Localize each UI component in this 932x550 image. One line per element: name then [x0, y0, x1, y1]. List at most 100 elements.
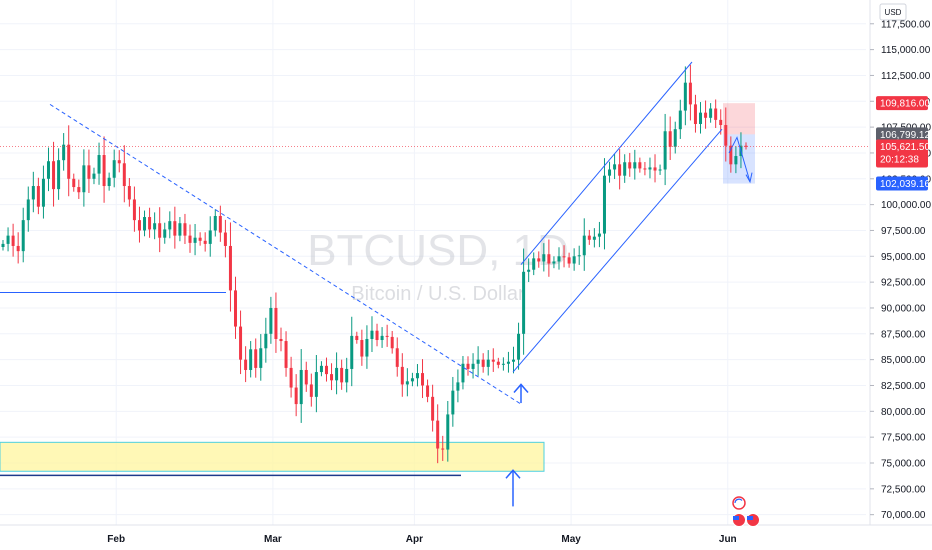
y-tick-label: 82,500.00	[881, 381, 926, 392]
candle	[517, 322, 521, 370]
price-axis[interactable]: USD 117,500.00115,000.00112,500.00110,00…	[869, 0, 931, 525]
candle	[92, 167, 96, 185]
candle	[491, 348, 495, 372]
candle	[400, 353, 404, 397]
candle	[436, 404, 440, 464]
candle	[26, 186, 30, 232]
y-tick-label: 115,000.00	[881, 45, 931, 56]
candle	[355, 331, 359, 344]
candle	[724, 107, 728, 162]
projection-path[interactable]	[728, 136, 751, 183]
candle	[97, 142, 101, 185]
candle	[501, 357, 505, 371]
candle	[324, 357, 328, 382]
candle	[380, 327, 384, 348]
up-arrow-breakout[interactable]	[513, 383, 529, 404]
y-tick-label: 100,000.00	[881, 200, 931, 211]
candle	[193, 224, 197, 256]
symbol-watermark: BTCUSD, 1D Bitcoin / U.S. Dollar	[307, 226, 569, 305]
candle	[6, 227, 10, 252]
candle	[431, 384, 435, 432]
candle	[314, 354, 318, 413]
time-axis[interactable]: Feb Mar Apr May Jun	[0, 524, 932, 545]
channel-lower-line[interactable]	[512, 128, 723, 373]
candle	[269, 296, 273, 344]
y-tick-label: 75,000.00	[881, 458, 926, 469]
candle	[234, 276, 238, 339]
candle	[511, 346, 515, 374]
candle	[62, 133, 66, 171]
candle	[481, 353, 485, 373]
candle	[294, 374, 298, 417]
price-tag-label: 102,039.16	[880, 179, 930, 190]
refresh-event-icon[interactable]	[732, 496, 746, 510]
candle	[137, 206, 141, 243]
candle	[223, 219, 227, 258]
candle	[466, 356, 470, 376]
candle	[421, 359, 425, 399]
candle	[122, 145, 126, 203]
candle	[143, 210, 147, 237]
candle	[1, 240, 5, 251]
candle	[729, 136, 733, 173]
candle	[21, 207, 25, 263]
price-tag: 105,621.50 20:12:38	[0, 139, 930, 168]
us-flag-event-icon[interactable]	[746, 513, 760, 527]
candle	[67, 125, 71, 197]
y-tick-label: 117,500.00	[881, 19, 931, 30]
y-tick-label: 97,500.00	[881, 226, 926, 237]
candle	[46, 147, 50, 192]
candle	[602, 158, 606, 250]
candle	[309, 373, 313, 407]
candle	[11, 223, 15, 257]
candle	[506, 351, 510, 373]
candle	[183, 213, 187, 245]
candle	[522, 248, 526, 355]
candle	[461, 356, 465, 390]
watermark-subtitle: Bitcoin / U.S. Dollar	[351, 283, 525, 305]
candle	[527, 258, 531, 283]
candle	[456, 369, 460, 403]
candle	[127, 178, 131, 207]
candle	[613, 153, 617, 180]
candle	[547, 239, 551, 277]
candle	[370, 316, 374, 352]
event-icons[interactable]	[732, 496, 760, 527]
currency-badge[interactable]	[879, 3, 907, 21]
price-tag-label: 109,816.00	[880, 99, 930, 110]
channel-upper-line[interactable]	[520, 61, 693, 265]
candle	[16, 232, 20, 264]
candle	[683, 66, 687, 126]
candle	[259, 334, 263, 381]
candle	[471, 353, 475, 379]
candle	[415, 364, 419, 387]
y-tick-label: 112,500.00	[881, 71, 931, 82]
candle	[345, 357, 349, 393]
candle	[72, 173, 76, 192]
candle	[643, 161, 647, 176]
candle	[218, 205, 222, 242]
support-zone	[0, 441, 545, 472]
candle	[496, 357, 500, 369]
candle	[274, 292, 278, 353]
candle	[36, 177, 40, 215]
y-tick-label: 70,000.00	[881, 510, 926, 521]
us-flag-event-icon[interactable]	[732, 513, 746, 527]
x-tick-label: May	[561, 534, 581, 545]
candle	[254, 338, 258, 378]
candle	[709, 103, 713, 123]
candle	[552, 256, 556, 269]
candle	[87, 149, 91, 193]
candle	[102, 136, 106, 203]
candle	[173, 206, 177, 249]
dashed-trendline[interactable]	[49, 103, 522, 405]
up-arrow-support[interactable]	[505, 469, 521, 507]
drawings	[0, 61, 753, 507]
candle	[279, 327, 283, 352]
candle	[577, 245, 581, 265]
price-tag-label: 106,799.12	[880, 130, 930, 141]
candle	[537, 251, 541, 268]
candle	[587, 229, 591, 245]
candle	[198, 232, 202, 246]
